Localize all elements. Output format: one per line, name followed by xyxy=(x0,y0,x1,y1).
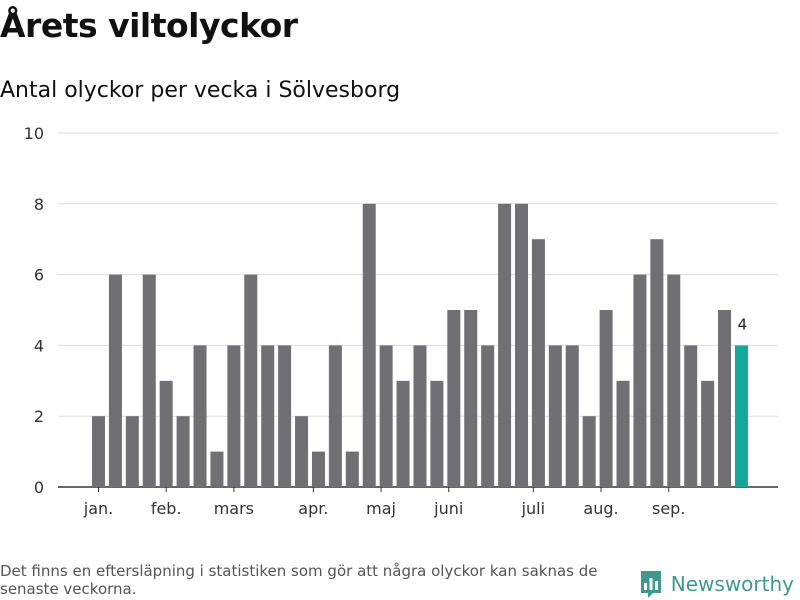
bar xyxy=(531,239,545,487)
bar xyxy=(650,239,664,487)
bar xyxy=(718,310,732,487)
bar xyxy=(481,345,495,487)
bar xyxy=(379,345,393,487)
y-tick-label: 6 xyxy=(34,266,44,285)
month-label: apr. xyxy=(298,499,328,518)
bar xyxy=(464,310,478,487)
bar xyxy=(227,345,241,487)
bar xyxy=(345,451,359,487)
bar xyxy=(616,380,630,487)
highlight-bar xyxy=(734,345,748,487)
footnote: Det finns en eftersläpning i statistiken… xyxy=(0,562,598,598)
bar xyxy=(311,451,325,487)
month-label: feb. xyxy=(151,499,182,518)
bar xyxy=(413,345,427,487)
bar xyxy=(565,345,579,487)
bar xyxy=(142,274,156,487)
month-label: maj xyxy=(366,499,396,518)
bar xyxy=(582,416,596,487)
bar xyxy=(633,274,647,487)
month-label: juli xyxy=(521,499,545,518)
bar xyxy=(701,380,715,487)
y-tick-label: 0 xyxy=(34,478,44,497)
y-tick-label: 10 xyxy=(24,124,44,143)
bar xyxy=(159,380,173,487)
bar xyxy=(447,310,461,487)
bar xyxy=(278,345,292,487)
chat-bar-icon xyxy=(640,571,661,598)
highlight-value-label: 4 xyxy=(738,315,748,333)
y-tick-label: 8 xyxy=(34,195,44,214)
month-label: sep. xyxy=(652,499,685,518)
bar xyxy=(667,274,681,487)
bar xyxy=(193,345,207,487)
bar xyxy=(261,345,275,487)
bar xyxy=(684,345,698,487)
month-label: aug. xyxy=(583,499,618,518)
bar xyxy=(515,203,528,488)
brand-name: Newsworthy xyxy=(670,572,794,596)
bar xyxy=(599,310,613,487)
bar-layer xyxy=(92,203,748,488)
month-label: juni xyxy=(433,499,463,518)
label-layer: 0 2 4 6 8 10 4 jan. feb. mars apr. maj juni juli aug. s… xyxy=(24,124,748,518)
y-tick-label: 2 xyxy=(34,407,44,426)
chart-subtitle: Antal olyckor per vecka i Sölvesborg xyxy=(0,78,401,103)
chart-title: Årets viltolyckor xyxy=(0,6,298,45)
bar xyxy=(362,203,376,488)
bar xyxy=(498,203,512,488)
newsworthy-logo[interactable]: Newsworthy xyxy=(639,569,794,599)
bar-chart: 0 2 4 6 8 10 4 jan. feb. mars apr. maj juni juli aug. s… xyxy=(24,124,778,518)
bar xyxy=(176,416,190,487)
bar xyxy=(244,274,258,487)
bar xyxy=(92,416,105,487)
month-label: mars xyxy=(214,499,254,518)
y-tick-label: 4 xyxy=(34,336,44,355)
bar xyxy=(108,274,122,487)
month-label: jan. xyxy=(83,499,113,518)
bar xyxy=(430,380,444,487)
bar xyxy=(125,416,139,487)
bar xyxy=(548,345,562,487)
bar xyxy=(295,416,309,487)
bar xyxy=(210,451,224,487)
bar xyxy=(396,380,410,487)
bar xyxy=(328,345,342,487)
